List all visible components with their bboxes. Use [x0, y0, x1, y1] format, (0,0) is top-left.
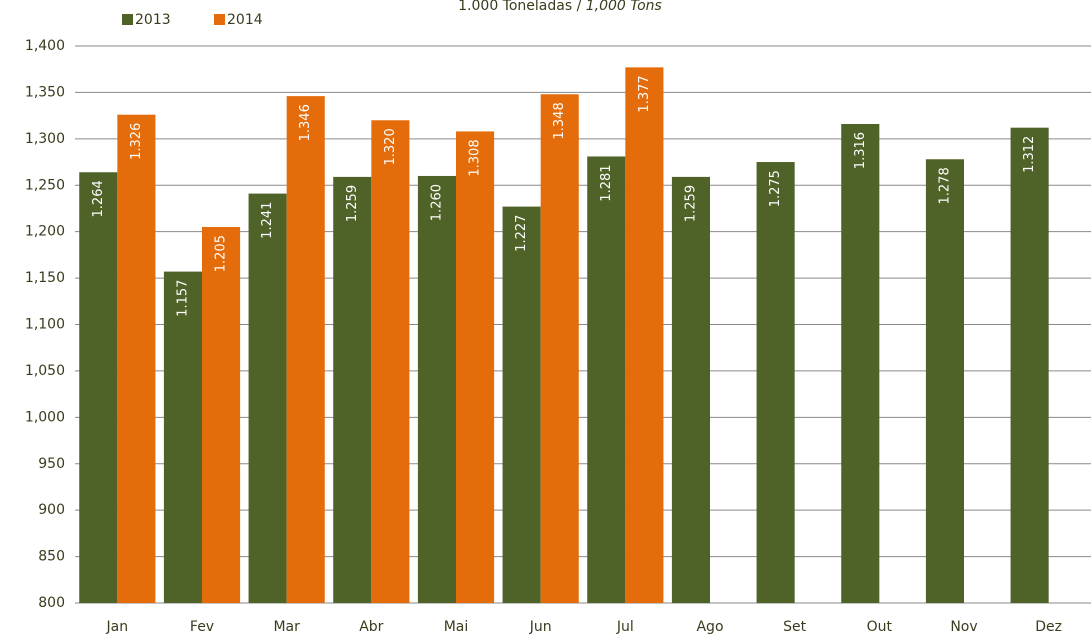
- x-tick-label: Abr: [359, 619, 383, 635]
- value-label: 1.241: [260, 202, 275, 239]
- bar: [587, 156, 626, 603]
- chart-title: 1.000 Toneladas / 1,000 Tons: [458, 0, 662, 14]
- x-tick-label: Mar: [273, 619, 300, 635]
- y-tick-label: 1,350: [25, 84, 65, 100]
- bar: [117, 114, 156, 604]
- legend-label: 2013: [135, 12, 171, 28]
- x-tick-label: Fev: [190, 619, 214, 635]
- value-label: 1.278: [937, 167, 952, 204]
- y-tick-label: 1,150: [25, 270, 65, 286]
- bar: [625, 67, 664, 603]
- value-label: 1.259: [345, 185, 360, 222]
- bar: [925, 159, 964, 604]
- bar: [163, 271, 202, 603]
- bar: [540, 94, 579, 604]
- x-tick-label: Set: [783, 619, 807, 635]
- value-label: 1.346: [298, 104, 313, 141]
- bar: [671, 176, 710, 603]
- value-label: 1.281: [599, 164, 614, 201]
- x-tick-label: Jul: [616, 619, 634, 635]
- value-label: 1.157: [175, 280, 190, 317]
- value-label: 1.275: [768, 170, 783, 207]
- value-label: 1.205: [214, 235, 229, 272]
- y-tick-label: 1,050: [25, 363, 65, 379]
- y-tick-label: 1,250: [25, 177, 65, 193]
- value-label: 1.348: [552, 102, 567, 139]
- y-tick-label: 950: [38, 456, 65, 472]
- x-tick-label: Out: [867, 619, 893, 635]
- x-tick-label: Ago: [696, 619, 723, 635]
- y-tick-label: 1,100: [25, 317, 65, 333]
- value-label: 1.259: [683, 185, 698, 222]
- bar: [202, 227, 241, 603]
- y-tick-label: 850: [38, 549, 65, 565]
- value-label: 1.326: [129, 123, 144, 160]
- value-label: 1.260: [429, 184, 444, 221]
- bar: [333, 176, 372, 603]
- bar: [841, 123, 880, 603]
- value-label: 1.316: [853, 132, 868, 169]
- x-tick-label: Jun: [529, 619, 552, 635]
- bar: [417, 175, 456, 603]
- x-tick-label: Mai: [444, 619, 469, 635]
- y-tick-label: 1,400: [25, 38, 65, 54]
- title-en: 1,000 Tons: [586, 0, 662, 14]
- bar: [79, 172, 118, 603]
- bar: [756, 162, 795, 603]
- value-label: 1.320: [383, 128, 398, 165]
- bar: [502, 206, 541, 603]
- x-tick-label: Dez: [1035, 619, 1062, 635]
- value-label: 1.312: [1022, 136, 1037, 173]
- x-tick-label: Jan: [106, 619, 129, 635]
- bar: [456, 131, 495, 603]
- value-label: 1.264: [91, 180, 106, 217]
- bar: [248, 193, 287, 604]
- value-label: 1.377: [637, 75, 652, 112]
- bar: [286, 96, 325, 603]
- bar: [1010, 127, 1049, 604]
- y-tick-label: 900: [38, 502, 65, 518]
- y-tick-label: 1,000: [25, 409, 65, 425]
- x-tick-label: Nov: [950, 619, 977, 635]
- value-label: 1.308: [468, 139, 483, 176]
- legend-swatch: [122, 14, 133, 25]
- y-tick-label: 1,300: [25, 131, 65, 147]
- y-tick-label: 1,200: [25, 224, 65, 240]
- legend-label: 2014: [227, 12, 263, 28]
- legend-swatch: [214, 14, 225, 25]
- y-tick-label: 800: [38, 595, 65, 611]
- value-label: 1.227: [514, 215, 529, 252]
- title-pt: 1.000 Toneladas /: [458, 0, 581, 14]
- bar: [371, 120, 410, 604]
